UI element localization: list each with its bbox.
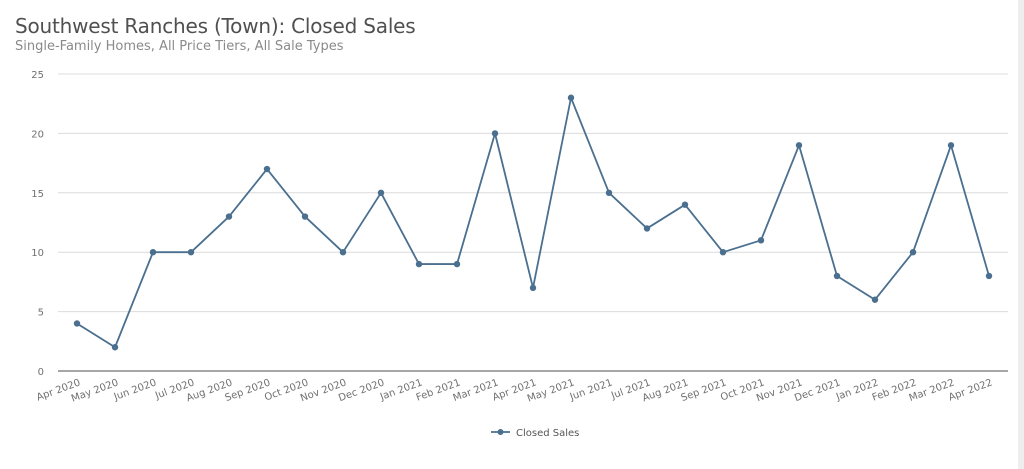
data-point[interactable] — [833, 272, 841, 280]
data-point[interactable] — [985, 272, 993, 280]
data-point[interactable] — [757, 237, 765, 244]
data-point[interactable] — [149, 249, 157, 256]
legend-label: Closed Sales — [516, 428, 579, 439]
x-tick-label: Apr 2022 — [947, 377, 994, 403]
y-tick-label: 10 — [31, 248, 44, 259]
data-point[interactable] — [73, 320, 81, 327]
data-point[interactable] — [491, 130, 499, 137]
data-point[interactable] — [301, 213, 309, 220]
x-tick-label: Jun 2021 — [568, 377, 614, 403]
closed-sales-line — [76, 96, 990, 349]
data-point[interactable] — [909, 249, 917, 256]
legend-marker-icon — [497, 429, 504, 435]
y-tick-label: 15 — [31, 189, 44, 200]
data-point[interactable] — [871, 296, 879, 303]
data-point[interactable] — [643, 225, 651, 232]
data-point[interactable] — [605, 189, 613, 196]
data-point[interactable] — [377, 189, 385, 196]
y-tick-label: 5 — [38, 308, 44, 319]
data-point[interactable] — [947, 142, 955, 149]
data-point[interactable] — [719, 249, 727, 256]
data-point[interactable] — [567, 94, 575, 101]
chart-title: Southwest Ranches (Town): Closed Sales — [15, 14, 416, 38]
y-tick-label: 25 — [31, 70, 44, 81]
y-axis-ticks: 0 5 10 15 20 25 — [31, 70, 44, 378]
data-point[interactable] — [529, 284, 537, 292]
data-point[interactable] — [681, 201, 689, 208]
data-point[interactable] — [263, 165, 271, 173]
chart-subtitle: Single-Family Homes, All Price Tiers, Al… — [15, 39, 344, 54]
legend[interactable]: Closed Sales — [491, 428, 579, 439]
data-point[interactable] — [415, 260, 423, 268]
y-tick-label: 20 — [31, 129, 44, 140]
closed-sales-points — [73, 94, 993, 351]
data-point[interactable] — [339, 249, 347, 256]
frame-edge — [1018, 0, 1024, 469]
data-point[interactable] — [225, 213, 233, 220]
data-point[interactable] — [453, 260, 461, 268]
data-point[interactable] — [187, 249, 195, 256]
gridlines — [58, 73, 1008, 313]
data-point[interactable] — [795, 142, 803, 149]
data-point[interactable] — [111, 344, 119, 351]
y-tick-label: 0 — [38, 367, 44, 378]
x-tick-label: Jun 2020 — [112, 377, 158, 403]
